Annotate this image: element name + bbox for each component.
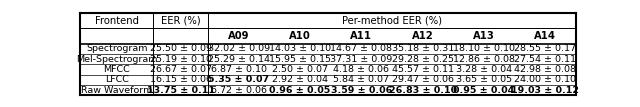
Text: 42.98 ± 0.08: 42.98 ± 0.08 — [515, 65, 577, 74]
Text: 28.55 ± 0.17: 28.55 ± 0.17 — [515, 44, 577, 53]
Text: Mel-Spectrogram: Mel-Spectrogram — [76, 55, 157, 64]
Text: 16.15 ± 0.06: 16.15 ± 0.06 — [150, 75, 212, 84]
Text: 24.00 ± 0.10: 24.00 ± 0.10 — [515, 75, 577, 84]
Text: 5.84 ± 0.07: 5.84 ± 0.07 — [333, 75, 389, 84]
Text: Spectrogram: Spectrogram — [86, 44, 147, 53]
Text: 14.67 ± 0.08: 14.67 ± 0.08 — [330, 44, 392, 53]
Text: 3.65 ± 0.05: 3.65 ± 0.05 — [456, 75, 512, 84]
Text: 12.86 ± 0.08: 12.86 ± 0.08 — [453, 55, 515, 64]
Text: 13.75 ± 0.11: 13.75 ± 0.11 — [147, 86, 214, 95]
Text: Raw Waveform: Raw Waveform — [81, 86, 152, 95]
Text: 3.59 ± 0.06: 3.59 ± 0.06 — [331, 86, 392, 95]
Text: 29.28 ± 0.25: 29.28 ± 0.25 — [392, 55, 454, 64]
Text: Frontend: Frontend — [95, 16, 139, 26]
Text: 14.03 ± 0.10: 14.03 ± 0.10 — [269, 44, 331, 53]
Text: 18.10 ± 0.10: 18.10 ± 0.10 — [453, 44, 515, 53]
Text: 26.67 ± 0.07: 26.67 ± 0.07 — [150, 65, 212, 74]
Text: 25.19 ± 0.10: 25.19 ± 0.10 — [150, 55, 212, 64]
Text: A13: A13 — [473, 31, 495, 41]
Text: 35.18 ± 0.31: 35.18 ± 0.31 — [392, 44, 454, 53]
Text: A09: A09 — [228, 31, 250, 41]
Text: Per-method EER (%): Per-method EER (%) — [342, 16, 442, 26]
Text: 0.95 ± 0.04: 0.95 ± 0.04 — [453, 86, 515, 95]
Text: 2.50 ± 0.07: 2.50 ± 0.07 — [272, 65, 328, 74]
Text: 6.72 ± 0.06: 6.72 ± 0.06 — [211, 86, 267, 95]
Text: 27.54 ± 0.11: 27.54 ± 0.11 — [515, 55, 577, 64]
Text: 32.02 ± 0.09: 32.02 ± 0.09 — [207, 44, 269, 53]
Text: 4.18 ± 0.06: 4.18 ± 0.06 — [333, 65, 389, 74]
Text: 37.31 ± 0.09: 37.31 ± 0.09 — [330, 55, 392, 64]
Text: EER (%): EER (%) — [161, 16, 200, 26]
Text: 19.03 ± 0.12: 19.03 ± 0.12 — [511, 86, 579, 95]
Text: 0.96 ± 0.05: 0.96 ± 0.05 — [269, 86, 331, 95]
Text: 45.57 ± 0.11: 45.57 ± 0.11 — [392, 65, 454, 74]
Text: A12: A12 — [412, 31, 433, 41]
Text: LFCC: LFCC — [105, 75, 129, 84]
Text: 3.28 ± 0.04: 3.28 ± 0.04 — [456, 65, 512, 74]
Text: 15.95 ± 0.15: 15.95 ± 0.15 — [269, 55, 331, 64]
Text: 6.87 ± 0.10: 6.87 ± 0.10 — [211, 65, 267, 74]
Text: A10: A10 — [289, 31, 311, 41]
Text: 25.50 ± 0.09: 25.50 ± 0.09 — [150, 44, 212, 53]
Text: 29.47 ± 0.06: 29.47 ± 0.06 — [392, 75, 454, 84]
Text: 25.29 ± 0.14: 25.29 ± 0.14 — [207, 55, 269, 64]
Text: 2.92 ± 0.04: 2.92 ± 0.04 — [272, 75, 328, 84]
Text: 26.83 ± 0.10: 26.83 ± 0.10 — [388, 86, 457, 95]
Text: A11: A11 — [350, 31, 372, 41]
Text: 5.35 ± 0.07: 5.35 ± 0.07 — [208, 75, 269, 84]
Text: MFCC: MFCC — [103, 65, 130, 74]
Text: A14: A14 — [534, 31, 556, 41]
